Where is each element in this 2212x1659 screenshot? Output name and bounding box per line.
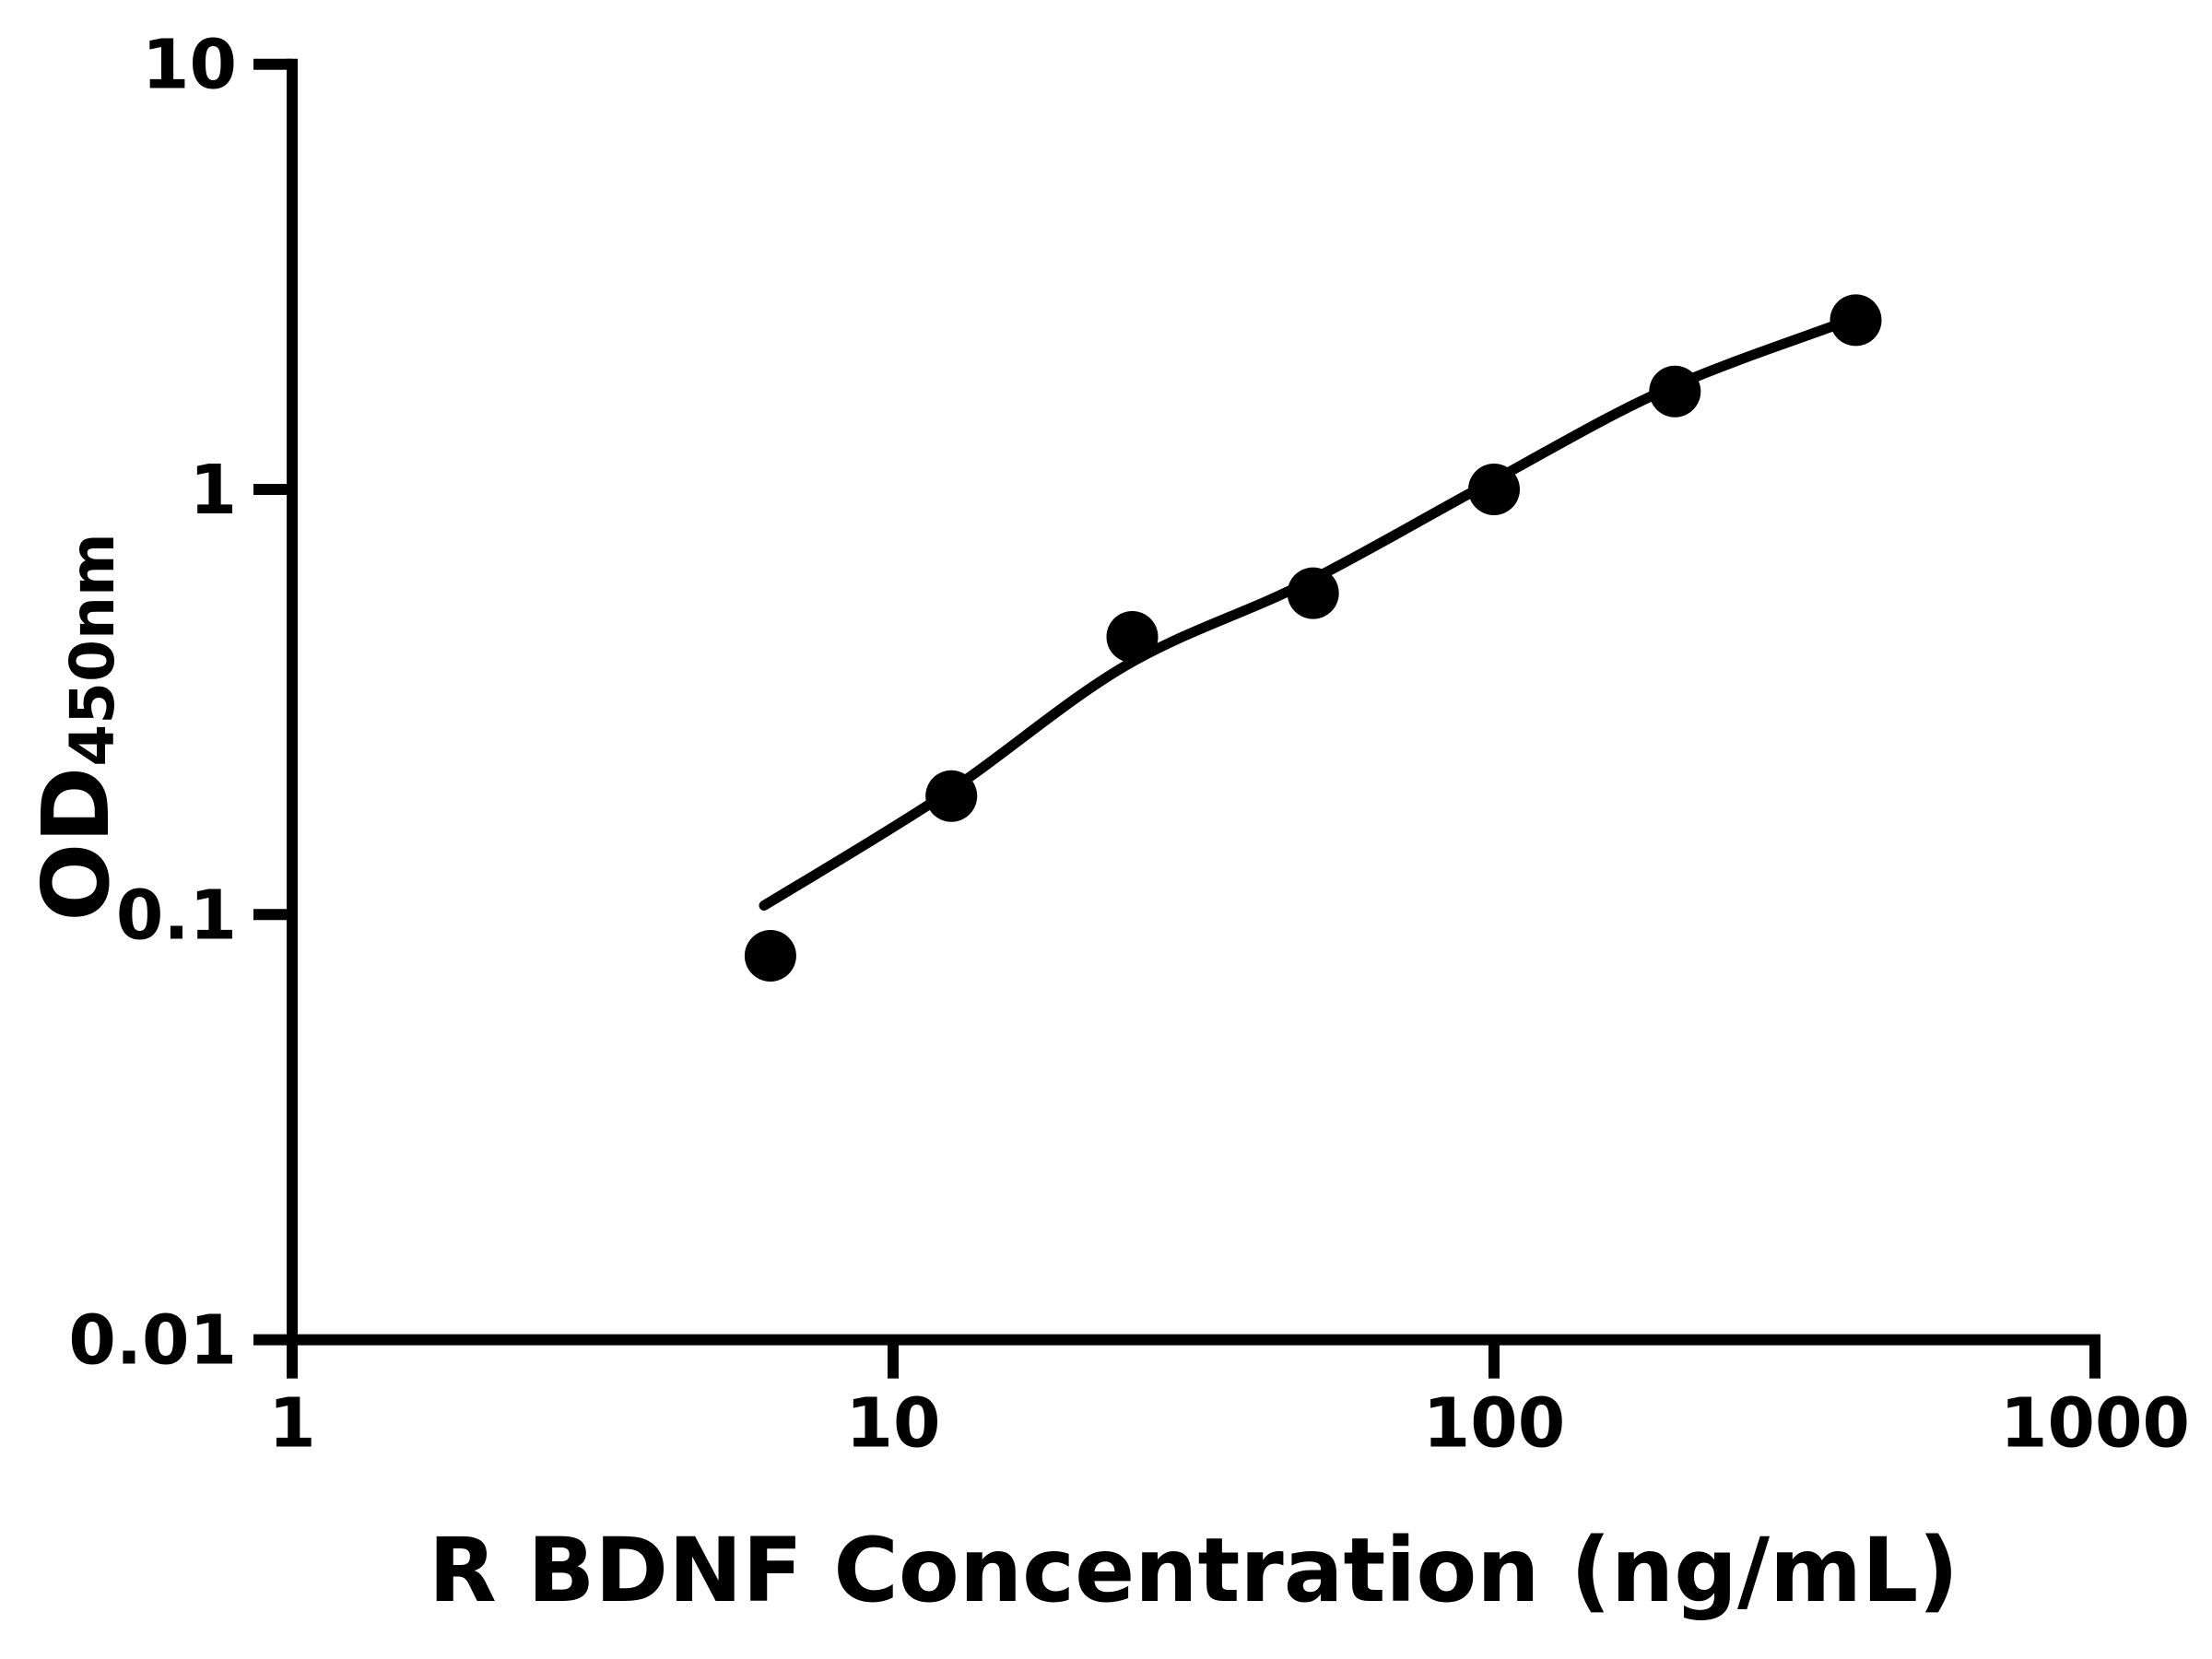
axis-tick-labels: 10 1 0.1 0.01 1 10 100 1000: [68, 26, 2190, 1464]
y-tick-label-10: 10: [142, 26, 237, 105]
y-tick-label-1: 1: [190, 451, 238, 530]
y-axis-title: OD450nm: [22, 533, 130, 922]
data-point-6: [1649, 365, 1701, 418]
data-point-2: [925, 770, 978, 822]
data-point-7: [1830, 294, 1882, 347]
x-tick-label-10: 10: [846, 1384, 941, 1464]
data-point-5: [1468, 464, 1520, 515]
x-tick-label-1: 1: [268, 1384, 316, 1464]
x-tick-label-1000: 1000: [2000, 1384, 2190, 1464]
x-axis-title: R BDNF Concentration (ng/mL): [429, 1519, 1959, 1622]
axes: [287, 58, 2100, 1346]
axis-ticks: [253, 58, 2100, 1379]
data-points-group: [744, 294, 1882, 982]
data-point-1: [744, 930, 796, 982]
data-point-4: [1287, 567, 1339, 619]
data-point-3: [1106, 611, 1159, 663]
x-tick-label-100: 100: [1423, 1384, 1565, 1464]
y-axis-title-main: OD: [22, 767, 130, 922]
y-tick-label-0.1: 0.1: [116, 876, 237, 955]
y-axis-title-subscript: 450nm: [57, 533, 128, 767]
y-tick-label-0.01: 0.01: [68, 1301, 237, 1381]
